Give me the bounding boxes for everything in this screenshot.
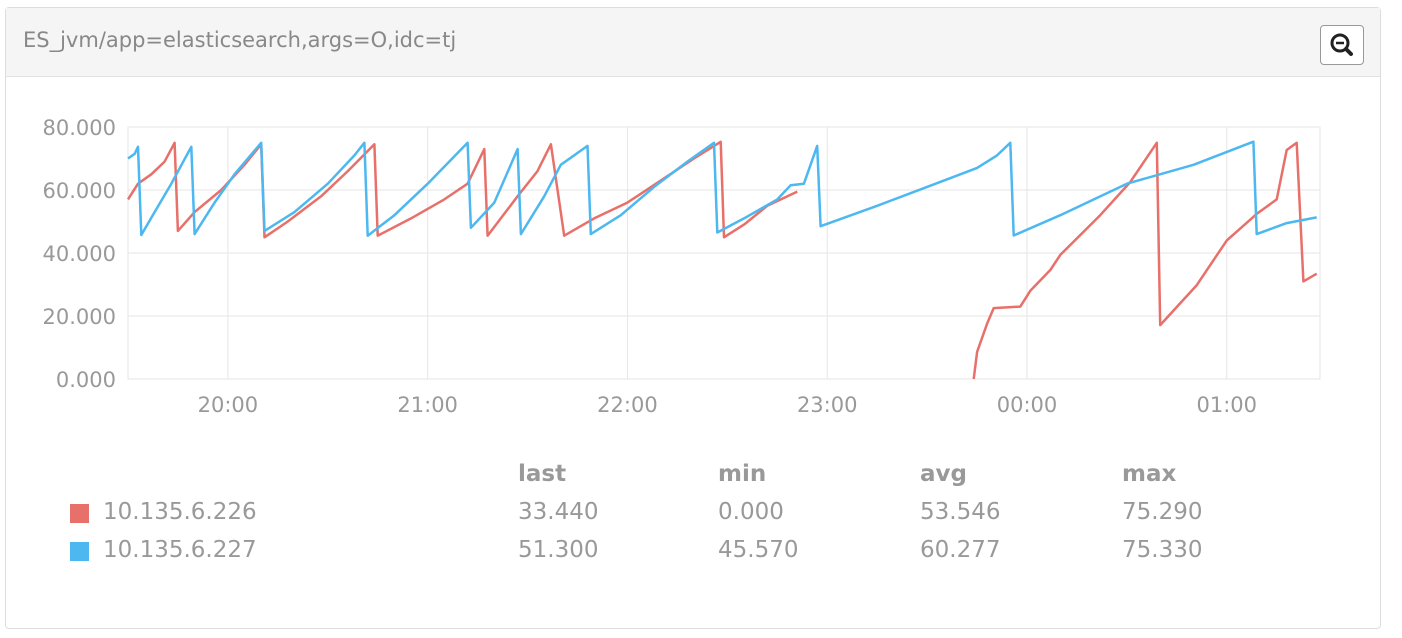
y-tick-label: 20.000 (43, 305, 116, 329)
panel-title: ES_jvm/app=elasticsearch,args=O,idc=tj (23, 28, 457, 52)
legend-label: 10.135.6.227 (103, 537, 257, 563)
x-tick-label: 01:00 (1197, 393, 1258, 417)
legend-column-header: min (718, 461, 767, 487)
legend-stat: 51.300 (518, 537, 599, 563)
x-tick-label: 21:00 (397, 393, 458, 417)
y-tick-label: 60.000 (43, 179, 116, 203)
y-tick-label: 80.000 (43, 116, 116, 140)
legend-stat: 33.440 (518, 499, 599, 525)
legend-stat: 75.290 (1122, 499, 1203, 525)
legend-stat: 75.330 (1122, 537, 1203, 563)
legend-column-header: max (1122, 461, 1177, 487)
zoom-button[interactable] (1320, 25, 1364, 65)
y-tick-label: 0.000 (56, 368, 116, 392)
x-tick-label: 23:00 (797, 393, 858, 417)
legend-swatch (70, 542, 89, 561)
series-line (126, 140, 1318, 380)
legend-label: 10.135.6.226 (103, 499, 257, 525)
x-tick-label: 22:00 (597, 393, 658, 417)
series-line (127, 140, 1317, 237)
legend-column-header: avg (920, 461, 967, 487)
legend-stat: 45.570 (718, 537, 799, 563)
panel-header: ES_jvm/app=elasticsearch,args=O,idc=tj (6, 8, 1380, 77)
zoom-icon (1330, 33, 1353, 56)
legend-stat: 53.546 (920, 499, 1001, 525)
legend-stat: 0.000 (718, 499, 784, 525)
y-tick-label: 40.000 (43, 242, 116, 266)
legend-swatch (70, 504, 89, 523)
x-tick-label: 00:00 (997, 393, 1058, 417)
legend-stat: 60.277 (920, 537, 1001, 563)
legend-column-header: last (518, 461, 567, 487)
x-tick-label: 20:00 (198, 393, 259, 417)
panel: ES_jvm/app=elasticsearch,args=O,idc=tj (5, 7, 1381, 629)
